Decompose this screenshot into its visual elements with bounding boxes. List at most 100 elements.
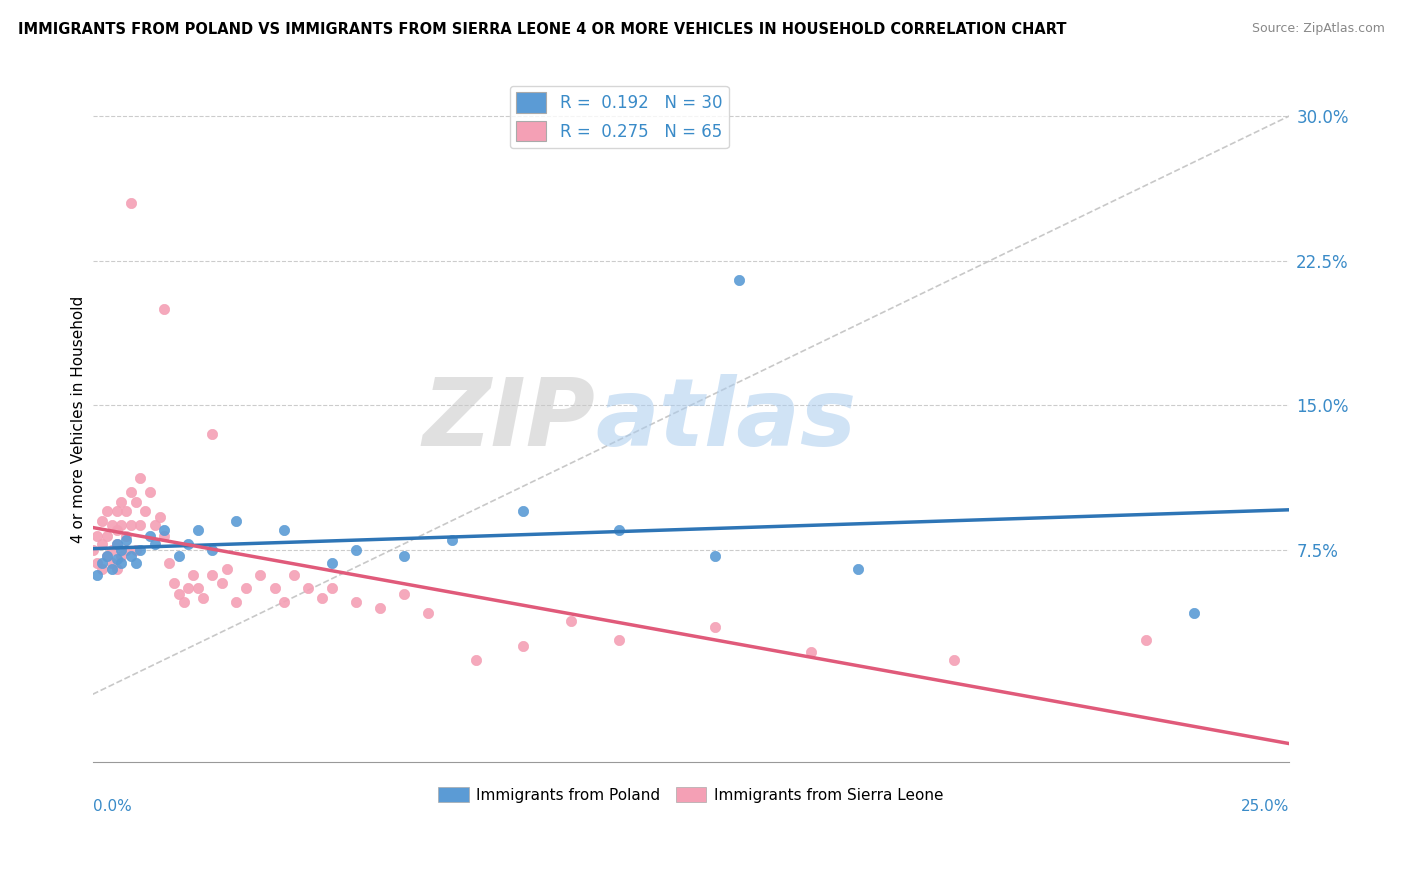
Point [727, 273, 749, 287]
Point [120, 484, 142, 499]
Point [211, 575, 233, 590]
Point [105, 504, 128, 518]
Point [143, 517, 166, 532]
Y-axis label: 4 or more Vehicles in Household: 4 or more Vehicles in Household [72, 296, 86, 543]
Point [235, 582, 257, 596]
Point [392, 587, 415, 601]
Point [110, 517, 132, 532]
Point [110, 549, 132, 563]
Point [153, 301, 176, 316]
Point [96, 529, 118, 543]
Point [512, 639, 534, 653]
Point [1182, 607, 1205, 621]
Point [1135, 633, 1157, 648]
Point [129, 542, 152, 557]
Point [105, 552, 128, 566]
Point [321, 582, 343, 596]
Point [91, 562, 114, 576]
Point [249, 567, 271, 582]
Point [273, 595, 295, 609]
Point [120, 517, 142, 532]
Point [82, 542, 104, 557]
Text: Source: ZipAtlas.com: Source: ZipAtlas.com [1251, 22, 1385, 36]
Point [91, 537, 114, 551]
Point [100, 562, 122, 576]
Point [392, 549, 415, 563]
Point [368, 600, 391, 615]
Point [153, 529, 176, 543]
Text: IMMIGRANTS FROM POLAND VS IMMIGRANTS FROM SIERRA LEONE 4 OR MORE VEHICLES IN HOU: IMMIGRANTS FROM POLAND VS IMMIGRANTS FRO… [18, 22, 1067, 37]
Point [560, 614, 582, 628]
Point [177, 537, 200, 551]
Legend: R =  0.192   N = 30, R =  0.275   N = 65: R = 0.192 N = 30, R = 0.275 N = 65 [509, 86, 728, 148]
Point [157, 556, 180, 570]
Text: atlas: atlas [595, 374, 856, 466]
Point [110, 494, 132, 508]
Point [187, 582, 209, 596]
Point [800, 645, 823, 659]
Text: ZIP: ZIP [422, 374, 595, 466]
Text: 0.0%: 0.0% [93, 799, 131, 814]
Point [344, 542, 367, 557]
Point [100, 542, 122, 557]
Point [201, 542, 224, 557]
Point [91, 556, 114, 570]
Point [129, 471, 152, 485]
Point [181, 567, 204, 582]
Point [96, 549, 118, 563]
Point [143, 537, 166, 551]
Point [149, 510, 172, 524]
Point [283, 567, 305, 582]
Point [125, 494, 148, 508]
Point [96, 549, 118, 563]
Point [86, 529, 108, 543]
Point [86, 556, 108, 570]
Point [139, 484, 162, 499]
Point [344, 595, 367, 609]
Point [105, 537, 128, 551]
Point [110, 542, 132, 557]
Point [105, 537, 128, 551]
Point [607, 524, 630, 538]
Point [105, 524, 128, 538]
Point [163, 575, 186, 590]
Point [153, 524, 176, 538]
Point [105, 562, 128, 576]
Point [167, 587, 190, 601]
Point [125, 542, 148, 557]
Point [215, 562, 238, 576]
Point [120, 195, 142, 210]
Point [225, 595, 247, 609]
Point [177, 582, 200, 596]
Point [943, 652, 966, 666]
Point [100, 556, 122, 570]
Point [201, 427, 224, 442]
Point [115, 529, 138, 543]
Point [187, 524, 209, 538]
Point [607, 633, 630, 648]
Point [100, 517, 122, 532]
Point [115, 533, 138, 547]
Point [96, 504, 118, 518]
Point [134, 504, 156, 518]
Point [201, 567, 224, 582]
Point [125, 556, 148, 570]
Point [263, 582, 285, 596]
Text: 25.0%: 25.0% [1241, 799, 1289, 814]
Point [703, 620, 725, 634]
Point [512, 504, 534, 518]
Point [115, 542, 138, 557]
Point [191, 591, 214, 605]
Point [86, 567, 108, 582]
Point [91, 514, 114, 528]
Point [120, 549, 142, 563]
Point [440, 533, 463, 547]
Point [115, 504, 138, 518]
Point [110, 556, 132, 570]
Point [167, 549, 190, 563]
Point [416, 607, 439, 621]
Point [139, 529, 162, 543]
Point [464, 652, 486, 666]
Point [129, 517, 152, 532]
Point [173, 595, 195, 609]
